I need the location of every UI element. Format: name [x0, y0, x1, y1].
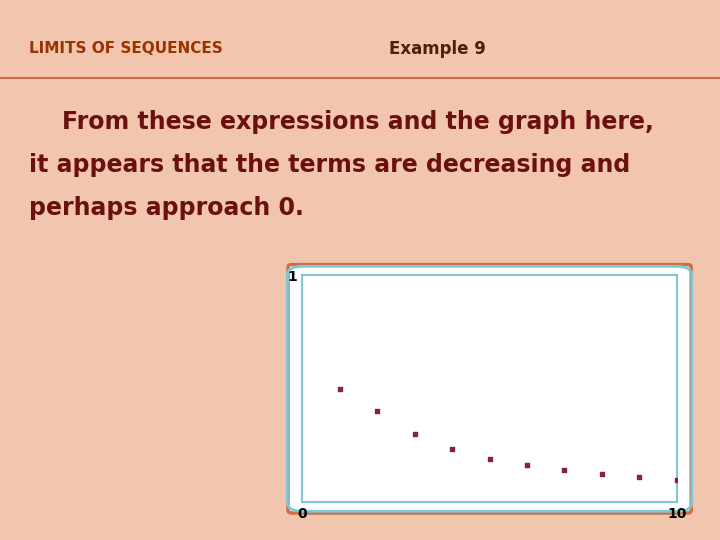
Point [671, 475, 683, 484]
Point [634, 473, 645, 482]
Point [484, 454, 495, 463]
Text: LIMITS OF SEQUENCES: LIMITS OF SEQUENCES [29, 41, 222, 56]
Text: From these expressions and the graph here,: From these expressions and the graph her… [29, 110, 654, 133]
Text: perhaps approach 0.: perhaps approach 0. [29, 196, 304, 220]
Point [521, 461, 533, 470]
Point [372, 407, 383, 416]
Text: Example 9: Example 9 [389, 39, 486, 58]
Point [446, 444, 458, 453]
Point [559, 466, 570, 475]
Text: it appears that the terms are decreasing and: it appears that the terms are decreasing… [29, 153, 630, 177]
Point [596, 470, 608, 478]
Point [409, 430, 420, 438]
Point [334, 384, 346, 393]
